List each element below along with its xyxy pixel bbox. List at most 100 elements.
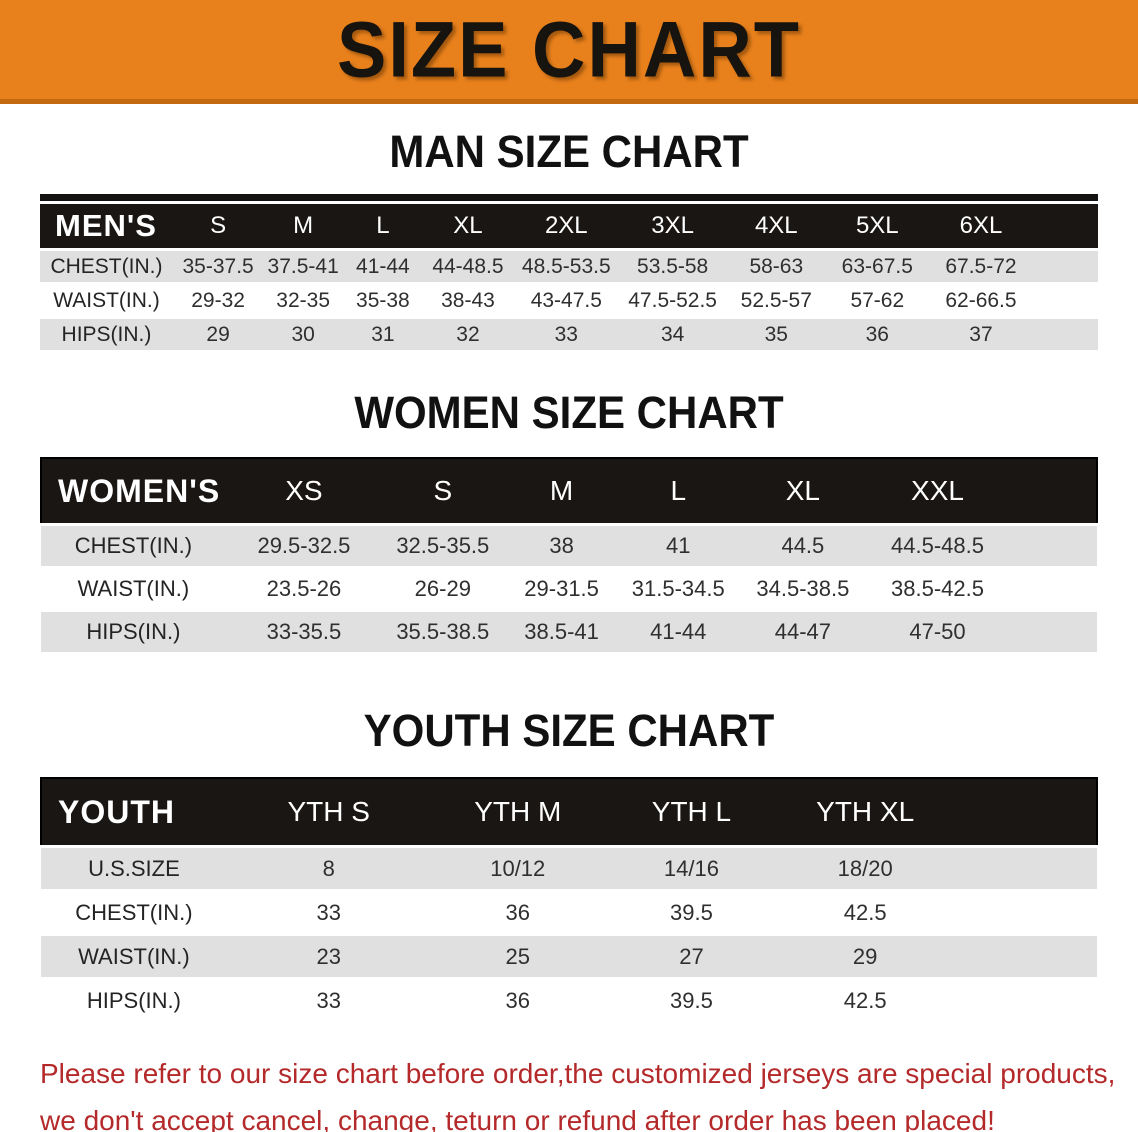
table-row: CHEST(IN.) 33 36 39.5 42.5	[41, 890, 1097, 935]
table-row: WAIST(IN.) 23.5-26 26-29 29-31.5 31.5-34.5 34…	[41, 567, 1097, 611]
column-header: M	[263, 204, 344, 250]
size-value-cell: 27	[679, 943, 704, 969]
table-row: HIPS(IN.) 33 36 39.5 42.5	[41, 978, 1097, 1023]
section-women: WOMEN SIZE CHART WOMEN'S XS S M L XL XXL CHEST(…	[0, 353, 1138, 655]
column-header: S	[172, 204, 264, 250]
column-header: S	[382, 457, 504, 526]
size-value-cell: 39.5	[670, 899, 713, 925]
column-header: XS	[225, 457, 383, 526]
table-row: U.S.SIZE 8 10/12 14/16 18/20	[41, 846, 1097, 891]
column-header: 4XL	[725, 204, 827, 250]
size-value-cell: 62-66.5	[945, 288, 1017, 312]
column-header: M	[503, 457, 620, 526]
size-value-cell: 44-47	[774, 619, 832, 644]
size-value-cell: 29-31.5	[524, 576, 599, 601]
order-disclaimer: Please refer to our size chart before or…	[40, 1050, 1116, 1132]
size-value-cell: 53.5-58	[637, 254, 709, 278]
column-header: 3XL	[619, 204, 726, 250]
size-value-cell: 35.5-38.5	[396, 619, 490, 644]
column-header: XL	[422, 204, 514, 250]
size-value-cell: 32-35	[276, 288, 331, 312]
table-header-row: YOUTH YTH S YTH M YTH L YTH XL	[40, 777, 1098, 848]
size-value-cell: 47.5-52.5	[628, 288, 717, 312]
size-chart-banner: SIZE CHART	[0, 0, 1138, 104]
size-value-cell: 36	[865, 322, 889, 346]
size-value-cell: 42.5	[843, 899, 887, 925]
filler-cell	[1034, 318, 1098, 352]
filler-cell	[1034, 284, 1098, 318]
table-row: CHEST(IN.) 29.5-32.5 32.5-35.5 38 41 44.5 44.5…	[41, 524, 1097, 568]
size-value-cell: 23.5-26	[266, 576, 342, 601]
size-value-cell: 29	[206, 322, 230, 346]
size-value-cell: 41-44	[650, 619, 707, 644]
men-section-heading: MAN SIZE CHART	[389, 126, 749, 177]
size-value-cell: 29	[852, 943, 878, 969]
size-value-cell: 33	[316, 987, 341, 1013]
filler-cell	[1006, 568, 1097, 611]
table-row: HIPS(IN.) 33-35.5 35.5-38.5 38.5-41 41-44 44-…	[41, 610, 1097, 654]
banner-title: SIZE CHART	[337, 5, 801, 94]
size-value-cell: 18/20	[837, 855, 893, 881]
column-header: YTH S	[226, 777, 431, 848]
size-value-cell: 47-50	[909, 619, 966, 644]
column-header: 2XL	[513, 204, 620, 250]
youth-size-table-wrap: YOUTH YTH S YTH M YTH L YTH XL U.S.SIZE 8 10/12…	[40, 777, 1098, 1024]
row-label: CHEST(IN.)	[50, 254, 163, 278]
size-value-cell: 44-48.5	[432, 254, 504, 278]
row-label: U.S.SIZE	[88, 855, 180, 881]
size-value-cell: 30	[291, 322, 315, 346]
filler-cell	[1006, 525, 1097, 568]
size-value-cell: 14/16	[663, 855, 719, 881]
row-label: HIPS(IN.)	[61, 322, 152, 346]
table-corner-label: MEN'S	[40, 204, 173, 250]
size-value-cell: 37.5-41	[267, 254, 339, 278]
size-value-cell: 33	[554, 322, 578, 346]
women-size-table: WOMEN'S XS S M L XL XXL CHEST(IN.) 29.5-32.5 32.5…	[40, 457, 1098, 655]
table-row: WAIST(IN.) 23 25 27 29	[41, 934, 1097, 979]
row-label: WAIST(IN.)	[77, 576, 190, 601]
column-header: YTH XL	[778, 777, 953, 848]
row-label: HIPS(IN.)	[86, 619, 181, 644]
disclaimer-line-2: we don't accept cancel, change, teturn o…	[40, 1105, 995, 1132]
size-value-cell: 39.5	[670, 987, 713, 1013]
men-size-table: MEN'S S M L XL 2XL 3XL 4XL 5XL 6XL CHEST(IN.) 35-37…	[40, 204, 1098, 353]
size-value-cell: 37	[969, 322, 993, 346]
size-value-cell: 34	[660, 322, 685, 346]
size-value-cell: 57-62	[850, 288, 905, 312]
filler-cell	[952, 935, 1097, 979]
size-value-cell: 32.5-35.5	[396, 533, 490, 558]
filler-cell	[1006, 611, 1097, 654]
size-value-cell: 23	[316, 943, 341, 969]
size-value-cell: 25	[505, 943, 530, 969]
column-header: L	[619, 457, 737, 526]
filler-cell	[952, 847, 1097, 891]
column-header: 5XL	[826, 204, 928, 250]
size-value-cell: 41	[666, 533, 691, 558]
disclaimer-line-1: Please refer to our size chart before or…	[40, 1058, 1116, 1089]
size-value-cell: 29.5-32.5	[257, 533, 351, 558]
column-header: XL	[736, 457, 869, 526]
row-label: WAIST(IN.)	[53, 288, 160, 312]
size-value-cell: 44.5	[781, 533, 825, 558]
size-value-cell: 34.5-38.5	[756, 576, 850, 601]
size-value-cell: 38.5-42.5	[891, 576, 984, 601]
filler-cell	[952, 891, 1097, 935]
size-value-cell: 35-37.5	[182, 254, 254, 278]
size-value-cell: 29-32	[191, 288, 245, 312]
size-value-cell: 38	[549, 533, 574, 558]
size-value-cell: 31	[371, 322, 395, 346]
men-table-topline	[40, 194, 1098, 201]
section-youth: YOUTH SIZE CHART YOUTH YTH S YTH M YTH L YTH…	[0, 655, 1138, 1024]
row-label: WAIST(IN.)	[78, 943, 190, 969]
size-table: WOMEN'S XS S M L XL XXL CHEST(IN.) 29.5-32.5 32.5…	[40, 457, 1098, 655]
size-table: MEN'S S M L XL 2XL 3XL 4XL 5XL 6XL CHEST(IN.) 35-37…	[40, 204, 1098, 353]
men-size-table-wrap: MEN'S S M L XL 2XL 3XL 4XL 5XL 6XL CHEST(IN.) 35-37…	[40, 194, 1098, 353]
size-value-cell: 44.5-48.5	[891, 533, 984, 558]
row-label: CHEST(IN.)	[74, 533, 193, 558]
size-value-cell: 36	[505, 899, 530, 925]
size-value-cell: 26-29	[414, 576, 471, 601]
size-value-cell: 48.5-53.5	[521, 254, 611, 278]
size-value-cell: 32	[456, 322, 480, 346]
table-row: CHEST(IN.) 35-37.5 37.5-41 41-44 44-48.5 48.5…	[40, 249, 1098, 284]
table-header-row: MEN'S S M L XL 2XL 3XL 4XL 5XL 6XL	[40, 204, 1098, 250]
